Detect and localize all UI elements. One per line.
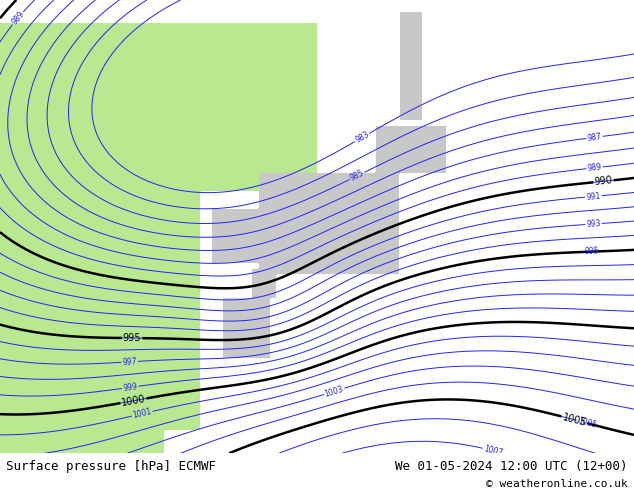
Text: 1003: 1003 <box>323 384 345 398</box>
Text: 990: 990 <box>594 175 613 187</box>
Text: 987: 987 <box>587 132 602 143</box>
Text: 991: 991 <box>586 191 601 201</box>
Text: 1000: 1000 <box>120 393 146 408</box>
Text: 989: 989 <box>10 10 26 26</box>
Text: 995: 995 <box>123 333 141 343</box>
Text: 1001: 1001 <box>132 407 153 420</box>
Text: We 01-05-2024 12:00 UTC (12+00): We 01-05-2024 12:00 UTC (12+00) <box>395 460 628 473</box>
Text: 989: 989 <box>587 163 602 173</box>
Text: 999: 999 <box>122 382 138 393</box>
Text: 1007: 1007 <box>482 444 503 458</box>
Text: 993: 993 <box>586 219 601 229</box>
Text: Surface pressure [hPa] ECMWF: Surface pressure [hPa] ECMWF <box>6 460 216 473</box>
Text: 1005: 1005 <box>561 412 588 428</box>
Text: 1005: 1005 <box>576 416 597 430</box>
Text: 995: 995 <box>585 247 600 256</box>
Text: 985: 985 <box>349 169 366 183</box>
Text: 997: 997 <box>122 357 137 367</box>
Text: 983: 983 <box>354 130 371 145</box>
Text: © weatheronline.co.uk: © weatheronline.co.uk <box>486 480 628 490</box>
